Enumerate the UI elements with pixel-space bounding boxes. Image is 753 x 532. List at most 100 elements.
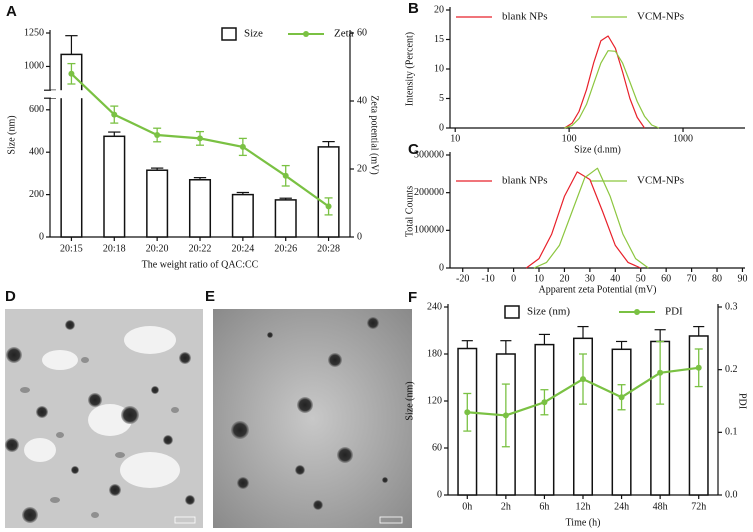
panel-label: A xyxy=(6,3,17,20)
x-tick-label: 40 xyxy=(610,273,620,284)
x-tick-label: 20:22 xyxy=(189,243,212,254)
y-tick-label: 120 xyxy=(427,395,442,406)
y-axis-label: Size (nm) xyxy=(404,381,415,420)
x-axis-label: Time (h) xyxy=(566,517,601,528)
x-tick-label: 60 xyxy=(661,273,671,284)
point xyxy=(154,132,161,138)
legend-label: Zeta xyxy=(334,28,354,40)
legend-label: Size xyxy=(244,28,263,40)
x-tick-label: 72h xyxy=(691,501,706,512)
panel-label: F xyxy=(408,289,417,306)
line xyxy=(525,171,641,269)
y-axis-label: Intensity (Percent) xyxy=(404,32,415,106)
line xyxy=(564,50,660,129)
y2-tick-label: 0.3 xyxy=(725,301,738,312)
bar xyxy=(231,193,254,238)
x-tick-label: 6h xyxy=(539,501,549,512)
y2-tick-label: 0.1 xyxy=(725,427,738,438)
x-tick-label: 20:18 xyxy=(103,243,126,254)
x-tick-label: 10 xyxy=(450,133,460,144)
bar xyxy=(572,337,594,496)
legend-swatch xyxy=(634,309,640,315)
y-tick-label: 300000 xyxy=(414,149,444,160)
x-tick-label: 0 xyxy=(511,273,516,284)
panel-label: C xyxy=(408,141,419,158)
point xyxy=(695,364,702,371)
y2-tick-label: 40 xyxy=(357,95,367,106)
legend-label: PDI xyxy=(665,306,683,318)
x-axis-label: The weight ratio of QAC:CC xyxy=(142,259,259,270)
panel-label: D xyxy=(5,288,16,305)
point xyxy=(197,135,203,142)
point xyxy=(239,143,246,150)
bar xyxy=(688,335,709,496)
legend-label: blank NPs xyxy=(502,175,548,187)
x-tick-label: 20:24 xyxy=(231,243,254,254)
y-axis-label: Size (nm) xyxy=(6,115,17,154)
x-tick-label: 20:26 xyxy=(274,243,297,254)
legend-swatch xyxy=(221,27,237,41)
tem-image-d xyxy=(5,309,203,528)
point xyxy=(282,172,289,179)
y-tick-label: 1000 xyxy=(24,61,44,72)
x-tick-label: 24h xyxy=(614,501,629,512)
x-tick-label: -20 xyxy=(456,273,469,284)
y-tick-label: 180 xyxy=(427,348,442,359)
x-tick-label: 12h xyxy=(576,501,591,512)
point xyxy=(68,70,75,77)
line xyxy=(564,35,645,129)
x-tick-label: 20 xyxy=(559,273,569,284)
y-tick-label: 15 xyxy=(434,34,444,45)
x-tick-label: 2h xyxy=(501,501,511,512)
point xyxy=(618,394,625,401)
y-axis-label: Total Counts xyxy=(404,186,415,237)
point xyxy=(111,111,118,118)
x-axis-label: Apparent zeta Potential (mV) xyxy=(538,284,656,295)
panel-label: B xyxy=(408,0,419,17)
point xyxy=(325,203,332,210)
point xyxy=(657,369,664,376)
point xyxy=(541,399,548,406)
y2-axis-label: Zeta potential (mV) xyxy=(369,95,380,174)
bar xyxy=(317,146,340,238)
y2-tick-label: 0.2 xyxy=(725,364,738,375)
x-tick-label: 70 xyxy=(687,273,697,284)
bar xyxy=(534,343,555,496)
bar xyxy=(146,169,169,238)
x-tick-label: 20:28 xyxy=(317,243,340,254)
y-tick-label: 5 xyxy=(439,93,444,104)
x-tick-label: 20:20 xyxy=(146,243,169,254)
y-tick-label: 0 xyxy=(439,122,444,133)
y2-axis-label: PDI xyxy=(737,393,748,409)
y-tick-label: 400 xyxy=(29,146,44,157)
x-tick-label: 90 xyxy=(737,273,747,284)
point xyxy=(464,409,471,416)
bar xyxy=(274,199,297,238)
axis-break xyxy=(51,90,349,99)
y2-tick-label: 0 xyxy=(357,231,362,242)
tem-image-e xyxy=(213,309,412,528)
x-tick-label: 10 xyxy=(534,273,544,284)
x-tick-label: 50 xyxy=(636,273,646,284)
legend-label: blank NPs xyxy=(502,11,548,23)
y-tick-label: 200000 xyxy=(414,187,444,198)
x-tick-label: -10 xyxy=(481,273,494,284)
y2-tick-label: 60 xyxy=(357,27,367,38)
bar xyxy=(188,179,212,238)
y-tick-label: 0 xyxy=(439,262,444,273)
y2-tick-label: 0.0 xyxy=(725,489,738,500)
legend-swatch xyxy=(504,305,520,319)
x-tick-label: 80 xyxy=(712,273,722,284)
x-tick-label: 30 xyxy=(585,273,595,284)
bar xyxy=(611,348,632,496)
x-tick-label: 48h xyxy=(653,501,668,512)
y-tick-label: 10 xyxy=(434,63,444,74)
point xyxy=(502,412,509,419)
x-axis-label: Size (d.nm) xyxy=(574,144,621,155)
y2-tick-label: 20 xyxy=(357,163,367,174)
bar xyxy=(103,135,126,238)
y-tick-label: 200 xyxy=(29,189,44,200)
y-tick-label: 1250 xyxy=(24,27,44,38)
legend-label: Size (nm) xyxy=(527,306,570,318)
x-tick-label: 1000 xyxy=(673,133,693,144)
